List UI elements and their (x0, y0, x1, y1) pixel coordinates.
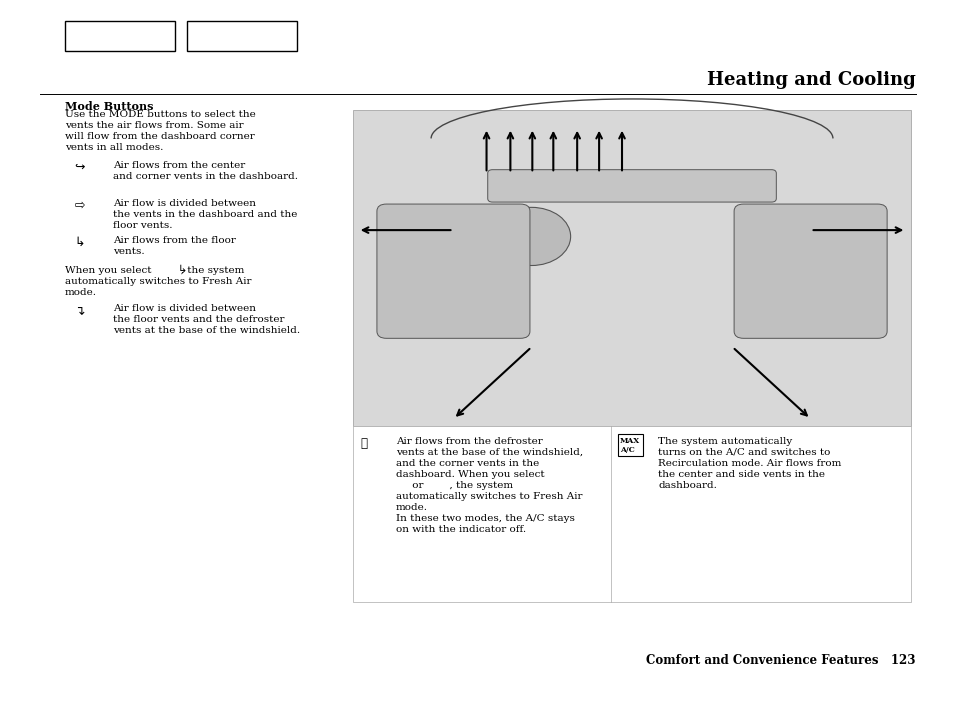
Text: Air flows from the center
and corner vents in the dashboard.: Air flows from the center and corner ven… (112, 161, 297, 181)
Text: ↳: ↳ (74, 236, 85, 248)
Text: ↳: ↳ (177, 265, 187, 275)
Text: Air flow is divided between
the vents in the dashboard and the
floor vents.: Air flow is divided between the vents in… (112, 199, 296, 230)
FancyBboxPatch shape (353, 110, 910, 426)
Text: ↴: ↴ (74, 304, 85, 317)
Text: When you select         , the system
automatically switches to Fresh Air
mode.: When you select , the system automatical… (65, 266, 251, 297)
Text: Comfort and Convenience Features   123: Comfort and Convenience Features 123 (646, 655, 915, 667)
Text: The system automatically
turns on the A/C and switches to
Recirculation mode. Ai: The system automatically turns on the A/… (658, 437, 841, 490)
FancyBboxPatch shape (65, 21, 174, 51)
FancyBboxPatch shape (187, 21, 296, 51)
Circle shape (492, 207, 570, 266)
Text: Mode Buttons: Mode Buttons (65, 101, 153, 111)
Text: ⧆: ⧆ (360, 437, 367, 449)
Text: Use the MODE buttons to select the
vents the air flows from. Some air
will flow : Use the MODE buttons to select the vents… (65, 110, 255, 153)
Text: Heating and Cooling: Heating and Cooling (706, 71, 915, 89)
Text: ↪: ↪ (74, 161, 85, 174)
Text: Air flows from the floor
vents.: Air flows from the floor vents. (112, 236, 235, 256)
FancyBboxPatch shape (733, 204, 886, 338)
Text: ⇨: ⇨ (74, 199, 85, 212)
Text: Air flows from the defroster
vents at the base of the windshield,
and the corner: Air flows from the defroster vents at th… (395, 437, 582, 535)
FancyBboxPatch shape (487, 170, 776, 202)
FancyBboxPatch shape (353, 426, 910, 602)
FancyBboxPatch shape (376, 204, 529, 338)
Text: Air flow is divided between
the floor vents and the defroster
vents at the base : Air flow is divided between the floor ve… (112, 304, 299, 335)
Text: MAX
A/C: MAX A/C (619, 437, 639, 454)
